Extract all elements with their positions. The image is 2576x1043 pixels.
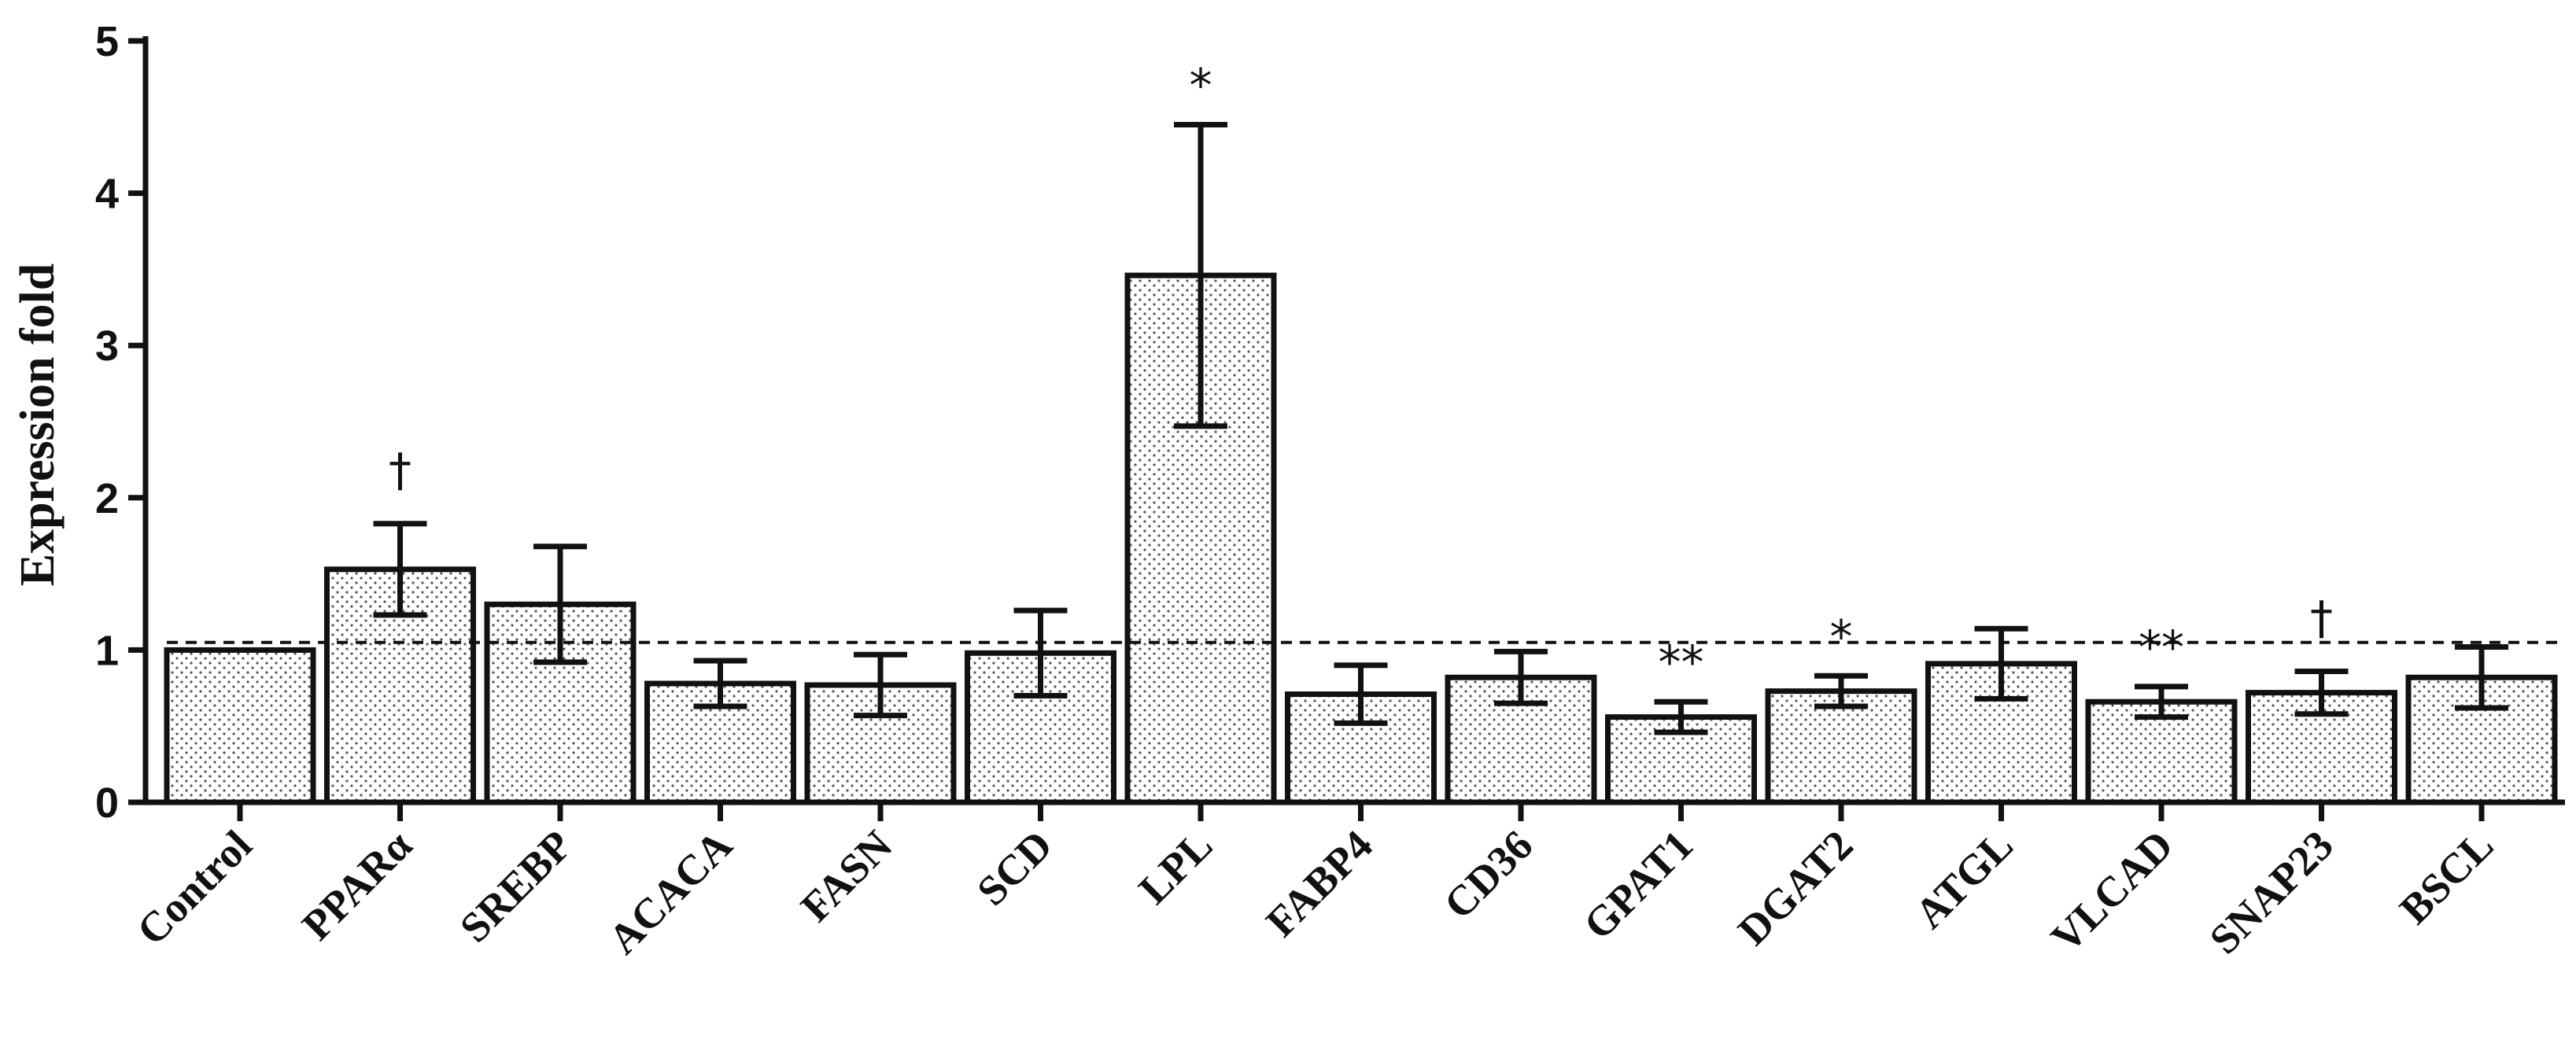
y-tick-label: 2 (95, 475, 119, 522)
significance-label: * (1830, 610, 1853, 663)
x-tick-label: GPAT1 (1574, 821, 1702, 949)
x-tick-label: Control (127, 821, 260, 954)
x-tick-label: SREBP (451, 821, 581, 952)
y-tick-label: 3 (95, 322, 119, 370)
significance-label: * (1190, 58, 1212, 112)
y-tick-label: 0 (95, 779, 119, 827)
bar (164, 647, 316, 805)
significance-label: † (2310, 592, 2333, 645)
x-tick-label: SCD (968, 821, 1061, 915)
x-tick-label: BSCL (2390, 821, 2502, 933)
x-tick-label: DGAT2 (1729, 821, 1862, 954)
significance-label: ** (1659, 636, 1704, 689)
x-tick-label: CD36 (1435, 821, 1542, 928)
y-tick-label: 4 (95, 171, 119, 218)
significance-label: † (389, 444, 411, 497)
x-tick-label: SNAP23 (2201, 821, 2342, 963)
significance-label: ** (2139, 621, 2184, 674)
x-tick-label: ATGL (1906, 821, 2022, 938)
y-tick-label: 1 (95, 627, 119, 674)
x-tick-label: FASN (792, 821, 901, 931)
x-tick-label: VLCAD (2042, 821, 2182, 961)
x-tick-label: LPL (1130, 821, 1222, 913)
y-axis-label: Expression fold (11, 264, 65, 587)
y-tick-label: 5 (95, 18, 119, 65)
x-tick-label: PPARα (293, 821, 421, 949)
chart-marks: 0 1 2 3 4 5 Control PPARα † SREBP ACACA FASN SCD LPL *… (95, 18, 2565, 963)
x-tick-label: ACACA (600, 821, 741, 963)
x-tick-label: FABP4 (1257, 821, 1382, 945)
